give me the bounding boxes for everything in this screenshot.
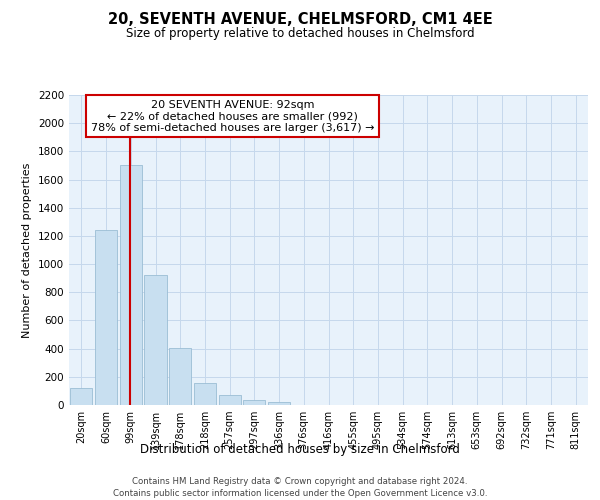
Y-axis label: Number of detached properties: Number of detached properties: [22, 162, 32, 338]
Bar: [145, 274, 167, 405]
Text: 20 SEVENTH AVENUE: 92sqm
← 22% of detached houses are smaller (992)
78% of semi-: 20 SEVENTH AVENUE: 92sqm ← 22% of detach…: [91, 100, 374, 133]
Text: 20, SEVENTH AVENUE, CHELMSFORD, CM1 4EE: 20, SEVENTH AVENUE, CHELMSFORD, CM1 4EE: [107, 12, 493, 28]
Bar: [169, 348, 191, 405]
Text: Distribution of detached houses by size in Chelmsford: Distribution of detached houses by size …: [140, 442, 460, 456]
Bar: [95, 230, 117, 405]
Bar: [194, 383, 216, 405]
Text: Size of property relative to detached houses in Chelmsford: Size of property relative to detached ho…: [125, 28, 475, 40]
Bar: [243, 400, 265, 405]
Bar: [218, 395, 241, 405]
Bar: [268, 402, 290, 405]
Text: Contains HM Land Registry data © Crown copyright and database right 2024.: Contains HM Land Registry data © Crown c…: [132, 478, 468, 486]
Text: Contains public sector information licensed under the Open Government Licence v3: Contains public sector information licen…: [113, 489, 487, 498]
Bar: [119, 166, 142, 405]
Bar: [70, 388, 92, 405]
